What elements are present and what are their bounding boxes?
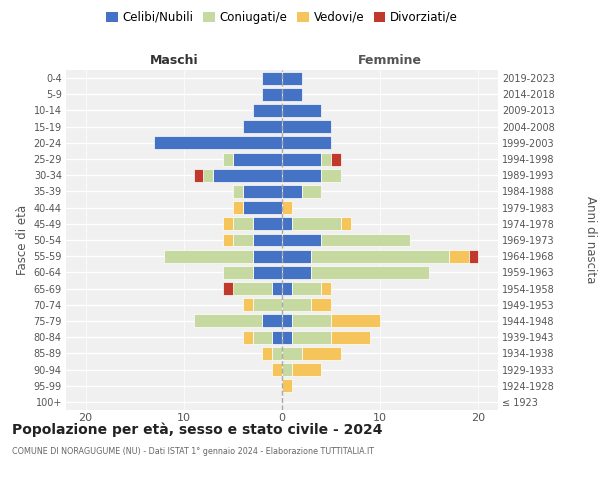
Bar xyxy=(282,347,302,360)
Bar xyxy=(282,72,302,85)
Bar xyxy=(282,169,321,181)
Bar xyxy=(292,314,331,328)
Bar xyxy=(321,169,341,181)
Bar xyxy=(164,250,253,262)
Bar xyxy=(233,234,253,246)
Bar xyxy=(243,120,282,133)
Bar xyxy=(272,282,282,295)
Text: Femmine: Femmine xyxy=(358,54,422,67)
Bar xyxy=(223,266,253,279)
Bar xyxy=(203,169,213,181)
Bar xyxy=(253,266,282,279)
Bar xyxy=(331,314,380,328)
Text: Anni di nascita: Anni di nascita xyxy=(584,196,597,284)
Bar xyxy=(282,298,311,311)
Bar xyxy=(243,185,282,198)
Bar xyxy=(253,298,282,311)
Legend: Celibi/Nubili, Coniugati/e, Vedovi/e, Divorziati/e: Celibi/Nubili, Coniugati/e, Vedovi/e, Di… xyxy=(106,11,458,24)
Bar xyxy=(253,330,272,344)
Bar xyxy=(282,234,321,246)
Bar xyxy=(253,250,282,262)
Bar xyxy=(154,136,282,149)
Bar xyxy=(262,72,282,85)
Bar xyxy=(243,298,253,311)
Bar xyxy=(292,363,321,376)
Bar xyxy=(321,282,331,295)
Bar xyxy=(311,266,429,279)
Bar xyxy=(233,201,243,214)
Bar xyxy=(272,330,282,344)
Bar xyxy=(253,234,282,246)
Bar xyxy=(282,104,321,117)
Bar xyxy=(292,218,341,230)
Bar xyxy=(282,120,331,133)
Bar xyxy=(449,250,469,262)
Bar xyxy=(282,88,302,101)
Bar xyxy=(282,218,292,230)
Bar xyxy=(194,169,203,181)
Bar xyxy=(272,363,282,376)
Bar xyxy=(282,314,292,328)
Bar xyxy=(282,152,321,166)
Bar xyxy=(282,363,292,376)
Bar xyxy=(282,201,292,214)
Bar xyxy=(292,282,321,295)
Bar xyxy=(243,330,253,344)
Bar xyxy=(233,218,253,230)
Bar xyxy=(282,379,292,392)
Y-axis label: Fasce di età: Fasce di età xyxy=(16,205,29,275)
Bar xyxy=(253,218,282,230)
Bar xyxy=(469,250,478,262)
Text: COMUNE DI NORAGUGUME (NU) - Dati ISTAT 1° gennaio 2024 - Elaborazione TUTTITALIA: COMUNE DI NORAGUGUME (NU) - Dati ISTAT 1… xyxy=(12,448,374,456)
Bar xyxy=(233,152,282,166)
Bar xyxy=(243,201,282,214)
Bar xyxy=(223,234,233,246)
Bar xyxy=(331,152,341,166)
Bar xyxy=(262,347,272,360)
Bar xyxy=(233,282,272,295)
Bar xyxy=(282,266,311,279)
Bar xyxy=(253,104,282,117)
Text: Popolazione per età, sesso e stato civile - 2024: Popolazione per età, sesso e stato civil… xyxy=(12,422,383,437)
Bar xyxy=(223,282,233,295)
Bar xyxy=(282,250,311,262)
Bar xyxy=(302,347,341,360)
Bar xyxy=(321,234,410,246)
Bar xyxy=(213,169,282,181)
Bar xyxy=(311,250,449,262)
Text: Maschi: Maschi xyxy=(149,54,199,67)
Bar xyxy=(311,298,331,311)
Bar xyxy=(282,136,331,149)
Bar xyxy=(292,330,331,344)
Bar xyxy=(341,218,351,230)
Bar xyxy=(282,282,292,295)
Bar xyxy=(223,152,233,166)
Bar xyxy=(331,330,370,344)
Bar xyxy=(223,218,233,230)
Bar xyxy=(194,314,262,328)
Bar xyxy=(262,314,282,328)
Bar xyxy=(282,330,292,344)
Bar xyxy=(262,88,282,101)
Bar xyxy=(321,152,331,166)
Bar xyxy=(282,185,302,198)
Bar xyxy=(272,347,282,360)
Bar xyxy=(302,185,321,198)
Bar xyxy=(233,185,243,198)
